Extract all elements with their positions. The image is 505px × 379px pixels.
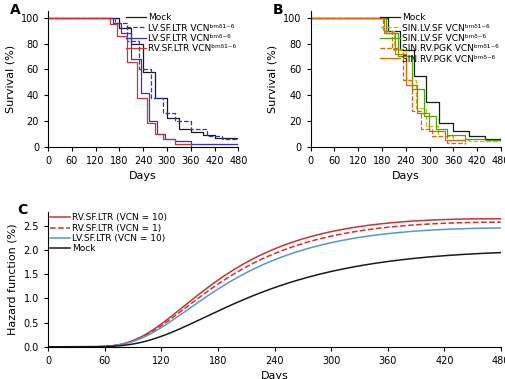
Y-axis label: Hazard function (%): Hazard function (%) <box>8 223 18 335</box>
Text: B: B <box>272 3 283 17</box>
X-axis label: Days: Days <box>391 171 419 181</box>
Text: A: A <box>10 3 21 17</box>
Legend: Mock, SIN.LV.SF VCNᵇᵐᵟ¹⁻⁶, SIN.LV.SF VCNᵇᵐᵟ⁻⁶, SIN.RV.PGK VCNᵇᵐᵟ¹⁻⁶, SIN.RV.PGK : Mock, SIN.LV.SF VCNᵇᵐᵟ¹⁻⁶, SIN.LV.SF VCN… <box>379 13 498 64</box>
X-axis label: Days: Days <box>260 371 288 379</box>
Y-axis label: Survival (%): Survival (%) <box>267 45 277 113</box>
Y-axis label: Survival (%): Survival (%) <box>5 45 15 113</box>
Legend: Mock, LV.SF.LTR VCNᵇᵐᵟ¹⁻⁶, LV.SF.LTR VCNᵇᵐᵟ⁻⁶, RV.SF.LTR VCNᵇᵐᵟ¹⁻⁶: Mock, LV.SF.LTR VCNᵇᵐᵟ¹⁻⁶, LV.SF.LTR VCN… <box>126 13 236 53</box>
Text: C: C <box>17 204 27 218</box>
X-axis label: Days: Days <box>129 171 157 181</box>
Legend: RV.SF.LTR (VCN = 10), RV.SF.LTR (VCN = 1), LV.SF.LTR (VCN = 10), Mock: RV.SF.LTR (VCN = 10), RV.SF.LTR (VCN = 1… <box>50 213 167 254</box>
